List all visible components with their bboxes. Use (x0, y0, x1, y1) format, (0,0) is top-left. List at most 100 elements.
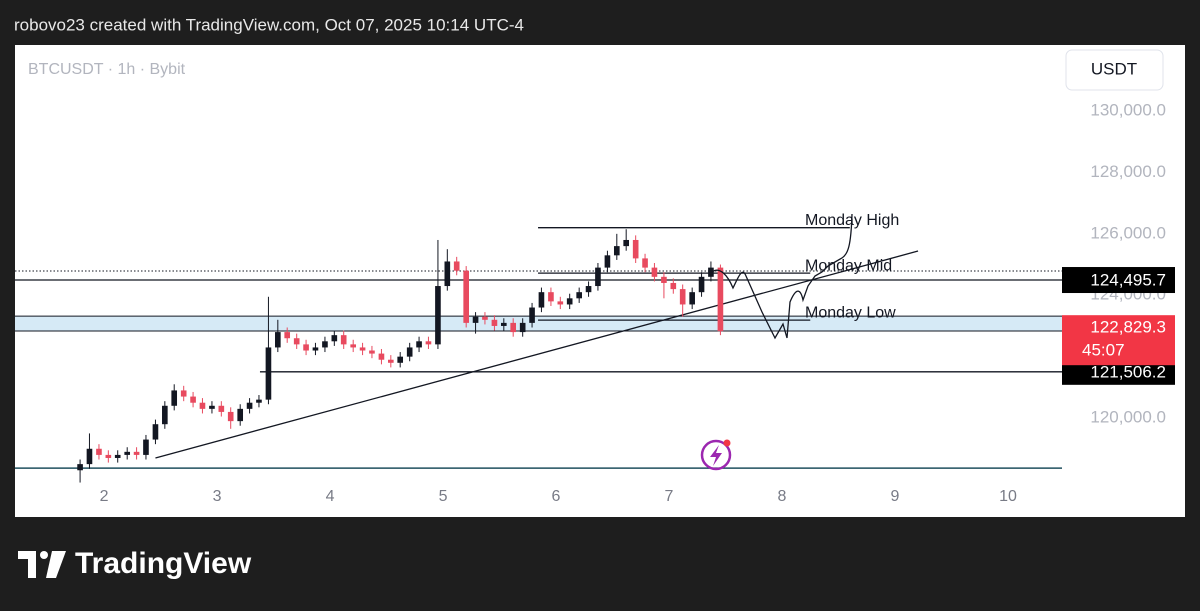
candle-body (472, 316, 479, 323)
countdown-label: 45:07 (1082, 341, 1125, 360)
candle-body (425, 341, 432, 345)
candle-body (162, 405, 168, 425)
candle-body (275, 332, 281, 348)
candle-body (595, 267, 601, 287)
level-label: Monday Low (805, 304, 896, 321)
candle-body (114, 454, 121, 458)
currency-button[interactable] (1065, 49, 1164, 91)
x-tick-label: 3 (213, 488, 222, 505)
x-tick-label: 9 (891, 488, 900, 505)
candle-body (388, 359, 394, 363)
candle-body (218, 405, 225, 412)
candle-body (77, 464, 83, 471)
candle-body (698, 276, 705, 293)
candle-body (604, 255, 611, 268)
candle-body (500, 322, 507, 326)
candle-body (406, 347, 413, 357)
y-tick-label: 130,000.0 (1090, 100, 1166, 119)
candle-body (86, 448, 93, 465)
trend-line (155, 250, 919, 459)
y-tick-label: 120,000.0 (1090, 408, 1166, 427)
candle-body (444, 261, 451, 287)
candle-body (416, 341, 422, 348)
candle-body (105, 454, 112, 458)
candle-body (661, 276, 667, 283)
candle-body (642, 258, 648, 268)
candle-body (548, 292, 554, 302)
candle-body (453, 261, 460, 271)
candle-body (284, 332, 291, 339)
candle-body (557, 301, 564, 305)
candle-body (576, 292, 582, 299)
candle-body (265, 347, 272, 400)
candle-body (510, 322, 517, 333)
candle-body (566, 298, 573, 305)
candle-body (322, 341, 328, 348)
price-label: 121,506.2 (1090, 362, 1166, 381)
x-tick-label: 5 (439, 488, 448, 505)
candle-body (96, 448, 102, 455)
brand: TradingView (75, 547, 252, 580)
candle-body (199, 402, 206, 409)
currency-label: USDT (1091, 59, 1137, 78)
candle-body (689, 292, 695, 305)
candle-body (529, 307, 535, 323)
candle-body (256, 399, 262, 403)
candle-body (632, 239, 639, 259)
candle-body (312, 347, 319, 351)
candle-body (482, 316, 488, 320)
candle-body (124, 451, 131, 455)
candle-body (246, 402, 253, 409)
x-tick-label: 8 (778, 488, 787, 505)
candle-body (143, 439, 149, 455)
candle-body (350, 344, 357, 348)
candle-body (303, 344, 309, 351)
candle-body (378, 353, 385, 360)
candle-body (519, 322, 526, 333)
header-text: robovo23 created with TradingView.com, O… (14, 15, 524, 34)
symbol-label: BTCUSDT · 1h · Bybit (28, 61, 186, 78)
y-tick-label: 126,000.0 (1090, 223, 1166, 242)
candle-body (435, 286, 441, 345)
candle-body (293, 338, 300, 345)
candle-body (651, 267, 658, 277)
candle-body (613, 246, 620, 256)
candle-body (717, 267, 724, 332)
candle-body (397, 356, 404, 363)
candle-body (237, 408, 244, 422)
range-band (15, 316, 1062, 332)
price-label: 124,495.7 (1090, 271, 1166, 290)
candle-body (133, 451, 140, 455)
candle-body (708, 267, 714, 277)
candle-body (209, 405, 215, 409)
x-tick-label: 4 (326, 488, 335, 505)
candle-body (491, 319, 498, 326)
candle-body (227, 411, 234, 422)
candle-body (180, 390, 187, 397)
candle-body (585, 286, 592, 293)
candle-body (331, 335, 338, 342)
logo (18, 551, 66, 578)
projection-sketch (711, 213, 853, 340)
candle-body (538, 292, 545, 308)
x-tick-label: 7 (665, 488, 674, 505)
x-tick-label: 2 (100, 488, 109, 505)
price-axis: 120,000.0122,000.0124,000.0126,000.0128,… (1062, 100, 1175, 427)
candle-body (679, 289, 686, 305)
level-label: Monday Mid (805, 257, 892, 274)
candle-body (171, 390, 178, 406)
y-tick-label: 128,000.0 (1090, 162, 1166, 181)
last-price-box (1062, 315, 1175, 366)
candle-body (190, 396, 196, 403)
x-tick-label: 6 (552, 488, 561, 505)
candle-body (369, 350, 375, 354)
alert-icon[interactable] (700, 439, 732, 471)
last-price-label: 122,829.3 (1090, 318, 1166, 337)
candle-body (670, 282, 677, 290)
x-tick-label: 10 (999, 488, 1017, 505)
price-label-box (1062, 267, 1175, 294)
candle-body (623, 239, 629, 247)
candle-body (463, 270, 469, 323)
